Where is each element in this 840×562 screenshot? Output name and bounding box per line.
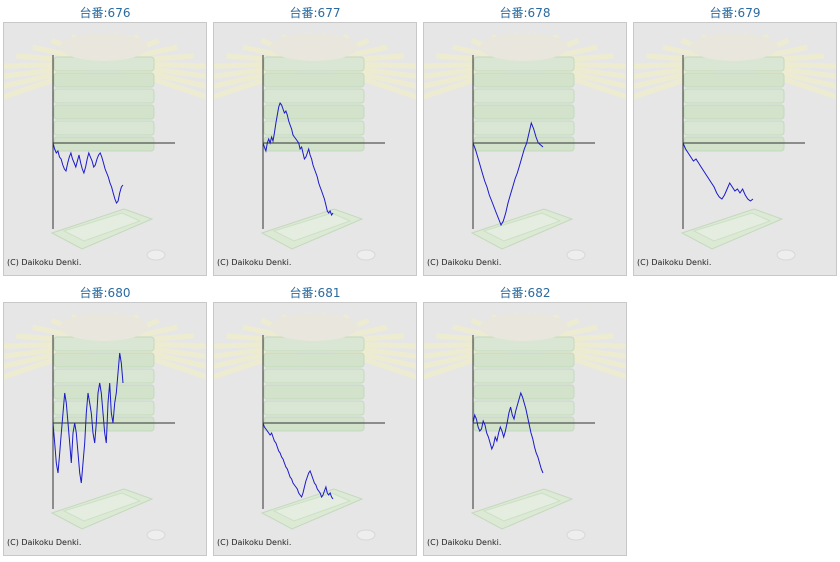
series-line (472, 121, 544, 227)
chart-svg (214, 32, 416, 261)
chart-panel: 台番:677 (C) Daikoku Denki. (210, 0, 420, 280)
chart-svg (4, 32, 206, 261)
series-line (52, 142, 124, 204)
copyright-text: (C) Daikoku Denki. (7, 538, 82, 547)
chart-panel: 台番:678 (C) Daikoku Denki. (420, 0, 630, 280)
chart-frame: (C) Daikoku Denki. (213, 302, 417, 556)
chart-frame: (C) Daikoku Denki. (213, 22, 417, 276)
chart-frame: (C) Daikoku Denki. (423, 22, 627, 276)
chart-frame: (C) Daikoku Denki. (3, 302, 207, 556)
chart-frame: (C) Daikoku Denki. (3, 22, 207, 276)
chart-frame: (C) Daikoku Denki. (423, 302, 627, 556)
copyright-text: (C) Daikoku Denki. (637, 258, 712, 267)
chart-panel: 台番:679 (C) Daikoku Denki. (630, 0, 840, 280)
chart-title[interactable]: 台番:680 (79, 286, 131, 300)
chart-frame: (C) Daikoku Denki. (633, 22, 837, 276)
watermark-machine-icon (424, 32, 626, 261)
watermark-machine-icon (214, 312, 416, 541)
watermark-machine-icon (214, 32, 416, 261)
copyright-text: (C) Daikoku Denki. (7, 258, 82, 267)
series-line (52, 352, 124, 484)
chart-svg (214, 312, 416, 541)
chart-panel: 台番:676 (C) Daikoku Denki. (0, 0, 210, 280)
chart-title[interactable]: 台番:676 (79, 6, 131, 20)
chart-svg (634, 32, 836, 261)
chart-title[interactable]: 台番:682 (499, 286, 551, 300)
copyright-text: (C) Daikoku Denki. (427, 538, 502, 547)
series-line (262, 422, 334, 500)
series-line (472, 391, 544, 474)
series-line (682, 142, 754, 202)
copyright-text: (C) Daikoku Denki. (217, 258, 292, 267)
watermark-machine-icon (634, 32, 836, 261)
chart-svg (4, 312, 206, 541)
chart-panel: 台番:681 (C) Daikoku Denki. (210, 280, 420, 560)
watermark-machine-icon (424, 312, 626, 541)
watermark-machine-icon (4, 312, 206, 541)
chart-title[interactable]: 台番:681 (289, 286, 341, 300)
copyright-text: (C) Daikoku Denki. (427, 258, 502, 267)
chart-svg (424, 32, 626, 261)
chart-title[interactable]: 台番:679 (709, 6, 761, 20)
chart-title[interactable]: 台番:678 (499, 6, 551, 20)
chart-panel: 台番:680 (C) Daikoku Denki. (0, 280, 210, 560)
watermark-machine-icon (4, 32, 206, 261)
chart-title[interactable]: 台番:677 (289, 6, 341, 20)
chart-panel: 台番:682 (C) Daikoku Denki. (420, 280, 630, 560)
chart-svg (424, 312, 626, 541)
copyright-text: (C) Daikoku Denki. (217, 538, 292, 547)
series-line (262, 101, 334, 217)
